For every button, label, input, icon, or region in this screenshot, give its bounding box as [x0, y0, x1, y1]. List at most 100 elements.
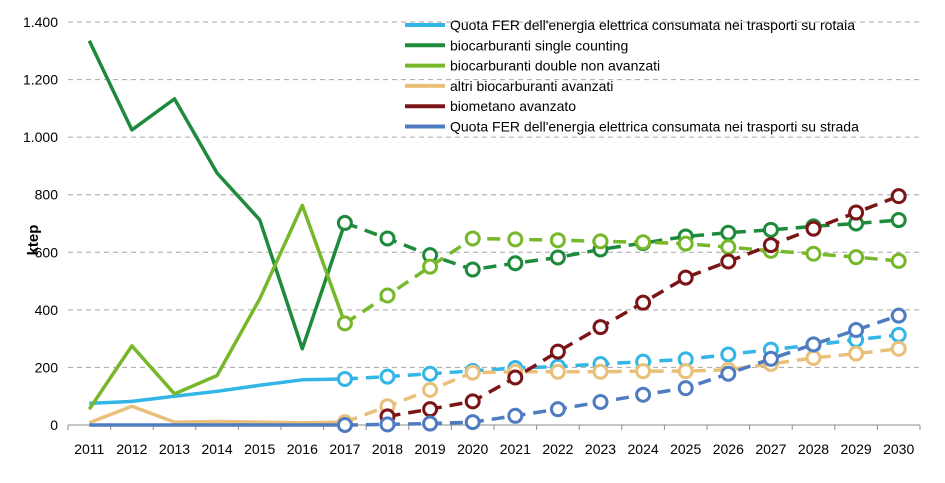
x-tick-label: 2016: [287, 441, 318, 457]
y-axis-label: ktep: [25, 225, 42, 256]
x-tick-label: 2022: [542, 441, 573, 457]
x-tick-label: 2014: [202, 441, 233, 457]
gridlines: [68, 21, 920, 368]
data-point: [422, 415, 439, 432]
data-point: [805, 245, 822, 262]
x-tick-label: 2027: [755, 441, 786, 457]
data-point: [677, 380, 694, 397]
data-point: [507, 231, 524, 248]
data-point: [507, 255, 524, 272]
data-point: [635, 386, 652, 403]
series-4: [88, 340, 907, 431]
y-tick-label: 800: [35, 187, 59, 203]
data-point: [848, 322, 865, 339]
series-3: [87, 203, 907, 411]
data-point: [464, 261, 481, 278]
legend-entry: biometano avanzato: [450, 98, 576, 114]
data-point: [677, 363, 694, 380]
x-tick-label: 2018: [372, 441, 403, 457]
data-point: [422, 381, 439, 398]
data-point: [422, 401, 439, 418]
data-point: [720, 239, 737, 256]
data-point: [805, 336, 822, 353]
y-tick-label: 400: [35, 302, 59, 318]
series-1: [89, 326, 907, 406]
series-line-historical: [88, 404, 345, 425]
x-tick-label: 2021: [500, 441, 531, 457]
data-point: [635, 234, 652, 251]
data-point: [677, 269, 694, 286]
data-point: [464, 364, 481, 381]
data-point: [549, 232, 566, 249]
data-point: [549, 343, 566, 360]
legend-entry: biocarburanti double non avanzati: [450, 58, 660, 74]
legend-entry: Quota FER dell'energia elettrica consuma…: [450, 17, 855, 33]
data-point: [890, 212, 907, 229]
x-tick-label: 2011: [74, 441, 104, 457]
data-point: [464, 414, 481, 431]
x-tick-label: 2025: [670, 441, 701, 457]
data-point: [805, 220, 822, 237]
data-point: [379, 287, 396, 304]
data-point: [720, 253, 737, 270]
data-point: [379, 368, 396, 385]
x-tick-label: 2028: [798, 441, 829, 457]
data-point: [549, 249, 566, 266]
x-tick-label: 2030: [883, 441, 914, 457]
legend-entry: altri biocarburanti avanzati: [450, 78, 613, 94]
data-point: [549, 363, 566, 380]
data-point: [464, 230, 481, 247]
data-point: [336, 315, 353, 332]
x-tick-label: 2023: [585, 441, 616, 457]
data-point: [762, 350, 779, 367]
y-tick-label: 0: [50, 417, 58, 433]
data-point: [890, 307, 907, 324]
data-point: [720, 224, 737, 241]
data-point: [848, 204, 865, 221]
x-tick-label: 2012: [116, 441, 147, 457]
x-tick-label: 2019: [415, 441, 446, 457]
x-tick-label: 2024: [628, 441, 659, 457]
data-point: [336, 370, 353, 387]
x-tick-label: 2017: [329, 441, 360, 457]
data-point: [848, 249, 865, 266]
data-point: [592, 233, 609, 250]
y-tick-label: 1.200: [23, 72, 58, 88]
data-point: [720, 346, 737, 363]
series-6: [89, 307, 907, 433]
x-tick-label: 2026: [713, 441, 744, 457]
y-tick-label: 1.400: [23, 14, 58, 30]
series-line-historical: [89, 377, 345, 406]
series-group: [87, 39, 907, 433]
axes: 0 200 400 600 800 1.000 1.200 1.400 2011 2012 2013…: [23, 14, 921, 457]
data-point: [592, 363, 609, 380]
data-point: [890, 252, 907, 269]
x-tick-label: 2029: [841, 441, 872, 457]
data-point: [720, 365, 737, 382]
data-point: [890, 188, 907, 205]
legend-entry: Quota FER dell'energia elettrica consuma…: [450, 119, 859, 135]
data-point: [592, 393, 609, 410]
series-line-historical: [87, 39, 347, 351]
x-tick-label: 2013: [159, 441, 190, 457]
legend: Quota FER dell'energia elettrica consuma…: [405, 17, 859, 135]
data-point: [890, 340, 907, 357]
legend-entry: biocarburanti single counting: [450, 37, 628, 53]
data-point: [507, 369, 524, 386]
y-tick-label: 200: [35, 359, 59, 375]
data-point: [464, 393, 481, 410]
y-tick-label: 600: [35, 244, 59, 260]
x-tick-label: 2020: [457, 441, 488, 457]
series-line-historical: [87, 203, 347, 411]
data-point: [890, 326, 907, 343]
data-point: [379, 416, 396, 433]
data-point: [422, 258, 439, 275]
data-point: [848, 345, 865, 362]
x-tick-label: 2015: [244, 441, 275, 457]
data-point: [507, 407, 524, 424]
data-point: [805, 349, 822, 366]
data-point: [379, 230, 396, 247]
data-point: [762, 221, 779, 238]
